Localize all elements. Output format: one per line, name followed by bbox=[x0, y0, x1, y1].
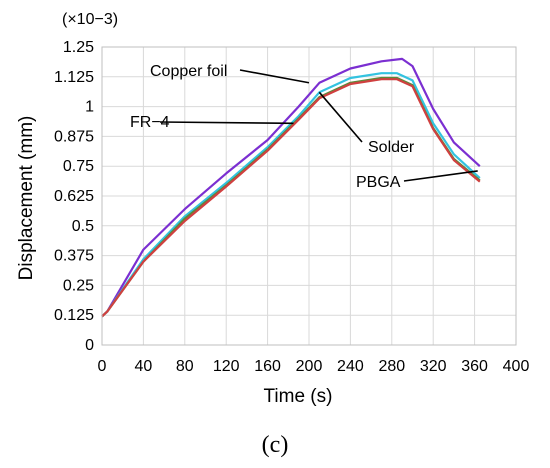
y-tick-label: 0.375 bbox=[54, 248, 94, 265]
panel-label: (c) bbox=[262, 432, 289, 458]
y-tick-label: 0.625 bbox=[54, 188, 94, 205]
series-line-1 bbox=[101, 57, 481, 318]
annotation-leader bbox=[239, 69, 310, 84]
y-tick-label: 1.125 bbox=[54, 69, 94, 86]
grid bbox=[101, 46, 517, 346]
x-axis-title: Time (s) bbox=[264, 386, 333, 407]
y-tick-label: 0.125 bbox=[54, 307, 94, 324]
annotation-label: Copper foil bbox=[150, 63, 227, 80]
x-tick-label: 360 bbox=[461, 358, 488, 375]
y-tick-label: 0 bbox=[85, 337, 94, 354]
x-tick-label: 160 bbox=[254, 358, 281, 375]
annotation-leader bbox=[159, 121, 294, 125]
y-tick-label: 0.75 bbox=[63, 158, 94, 175]
x-tick-label: 400 bbox=[503, 358, 530, 375]
annotation-label: FR−4 bbox=[130, 114, 170, 131]
annotation-label: Solder bbox=[368, 139, 415, 156]
y-tick-label: 0.25 bbox=[63, 277, 94, 294]
axes: 0 0.125 0.25 0.375 0.5 0.625 0.75 0.875 1 1.125 1.… bbox=[54, 39, 529, 375]
series-line-4 bbox=[101, 78, 481, 318]
y-axis-multiplier: (×10−3) bbox=[62, 11, 118, 28]
x-tick-label: 320 bbox=[420, 358, 447, 375]
series-group bbox=[101, 57, 481, 318]
y-tick-label: 0.875 bbox=[54, 128, 94, 145]
annotation-leader bbox=[403, 170, 478, 182]
x-tick-label: 0 bbox=[98, 358, 107, 375]
annotation-leader bbox=[318, 91, 363, 143]
x-tick-label: 120 bbox=[213, 358, 240, 375]
plot-frame bbox=[101, 46, 517, 346]
y-tick-label: 1.25 bbox=[63, 39, 94, 56]
x-tick-label: 240 bbox=[337, 358, 364, 375]
y-tick-label: 1 bbox=[85, 99, 94, 116]
y-tick-label: 0.5 bbox=[72, 218, 94, 235]
x-tick-label: 40 bbox=[135, 358, 153, 375]
y-axis-title: Displacement (mm) bbox=[16, 116, 37, 281]
annotation-label: PBGA bbox=[356, 174, 401, 191]
x-tick-label: 280 bbox=[378, 358, 405, 375]
x-tick-label: 80 bbox=[176, 358, 194, 375]
annotations: Copper foil FR−4 Solder PBGA bbox=[130, 63, 478, 191]
x-tick-label: 200 bbox=[296, 358, 323, 375]
